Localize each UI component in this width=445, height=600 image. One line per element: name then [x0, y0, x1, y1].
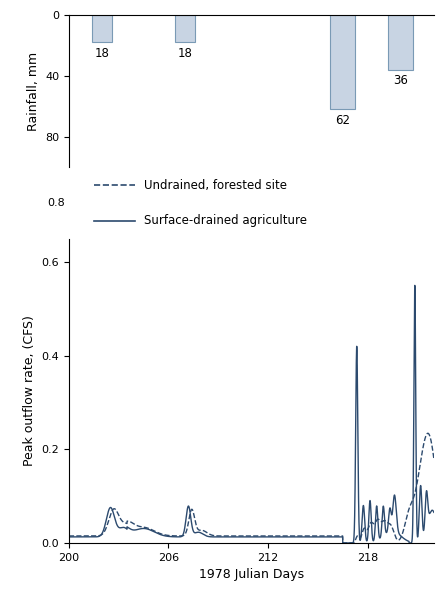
- Surface-drained agriculture: [154, 529, 159, 536]
- Undrained, forested site: [340, 539, 345, 547]
- Text: Undrained, forested site: Undrained, forested site: [144, 179, 287, 191]
- Undrained, forested site: [142, 524, 148, 531]
- Undrained, forested site: [425, 430, 431, 437]
- Bar: [330, 15, 355, 109]
- Surface-drained agriculture: [201, 531, 206, 538]
- Surface-drained agriculture: [66, 533, 72, 541]
- Undrained, forested site: [66, 532, 72, 539]
- Undrained, forested site: [80, 532, 85, 539]
- Undrained, forested site: [201, 527, 206, 535]
- Undrained, forested site: [74, 532, 79, 539]
- Surface-drained agriculture: [190, 523, 195, 530]
- Text: 18: 18: [95, 47, 109, 60]
- Y-axis label: Peak outflow rate, (CFS): Peak outflow rate, (CFS): [23, 316, 36, 466]
- Surface-drained agriculture: [80, 533, 85, 541]
- Bar: [388, 15, 413, 70]
- Undrained, forested site: [154, 529, 159, 536]
- Surface-drained agriculture: [412, 282, 417, 289]
- Bar: [92, 15, 112, 43]
- Undrained, forested site: [190, 506, 195, 513]
- Text: 36: 36: [393, 74, 408, 88]
- Surface-drained agriculture: [74, 533, 79, 541]
- Surface-drained agriculture: [431, 509, 437, 516]
- Surface-drained agriculture: [340, 539, 345, 547]
- Undrained, forested site: [431, 455, 437, 463]
- Bar: [175, 15, 195, 43]
- Line: Surface-drained agriculture: Surface-drained agriculture: [69, 286, 434, 543]
- X-axis label: 1978 Julian Days: 1978 Julian Days: [199, 568, 304, 581]
- Text: 18: 18: [178, 47, 193, 60]
- Text: Surface-drained agriculture: Surface-drained agriculture: [144, 214, 307, 227]
- Text: 62: 62: [335, 114, 350, 127]
- Line: Undrained, forested site: Undrained, forested site: [69, 433, 434, 543]
- Surface-drained agriculture: [142, 525, 148, 532]
- Text: 0.8: 0.8: [48, 198, 65, 208]
- Y-axis label: Rainfall, mm: Rainfall, mm: [27, 52, 40, 131]
